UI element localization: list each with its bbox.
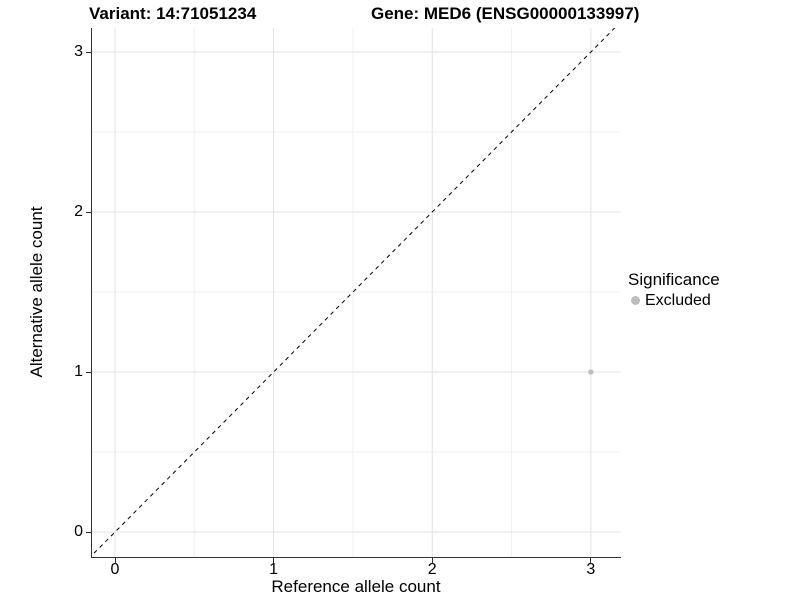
x-tick-label: 3	[586, 561, 596, 578]
x-tick-mark	[590, 558, 592, 563]
legend-title: Significance	[628, 270, 720, 289]
y-tick-label: 0	[74, 523, 83, 541]
variant-title: Variant: 14:71051234	[89, 4, 257, 23]
y-tick-label: 2	[74, 203, 83, 220]
x-tick-label: 1	[269, 561, 279, 578]
data-point-excluded	[588, 369, 594, 375]
legend-entry-excluded: Excluded	[628, 292, 720, 309]
gene-title: Gene: MED6 (ENSG00000133997)	[371, 4, 640, 23]
y-tick-mark	[86, 371, 91, 373]
y-tick-label: 1	[74, 363, 83, 381]
x-axis-title: Reference allele count	[271, 577, 441, 596]
y-tick-mark	[86, 51, 91, 53]
x-tick-mark	[114, 558, 116, 563]
plot-canvas	[92, 28, 621, 557]
y-tick-mark	[86, 531, 91, 533]
excluded-point-icon	[631, 296, 640, 305]
x-tick-label: 0	[110, 561, 120, 578]
x-tick-mark	[431, 558, 433, 563]
x-tick-mark	[273, 558, 275, 563]
y-tick-mark	[86, 211, 91, 213]
legend-entry-label: Excluded	[645, 292, 711, 309]
plot-panel	[91, 28, 621, 558]
y-axis-title: Alternative allele count	[27, 206, 46, 378]
legend: Significance Excluded	[628, 270, 720, 309]
x-tick-label: 2	[427, 561, 437, 578]
y-tick-label: 3	[74, 43, 83, 60]
